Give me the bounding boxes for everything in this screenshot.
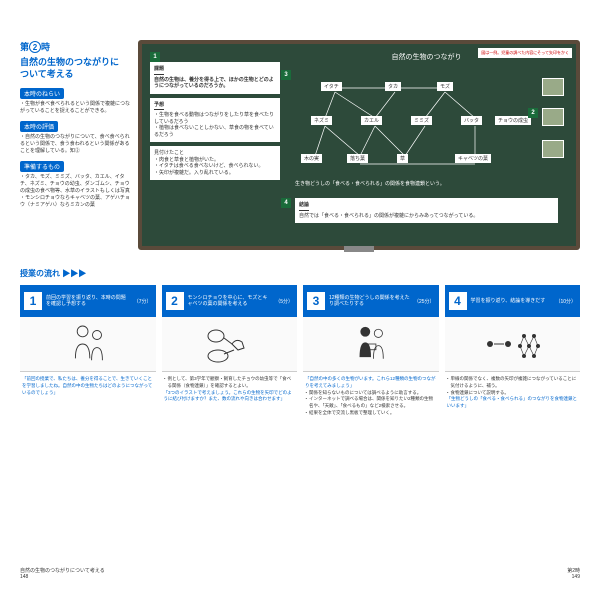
node: モズ: [437, 82, 453, 91]
lesson-title: 自然の生物のつながりに ついて考える: [20, 57, 130, 80]
footer-right: 第2時149: [567, 567, 580, 580]
node: キャベツの葉: [455, 154, 491, 163]
step-title: モンシロチョウを中心に、モズとキャベツの葉の関係を考える: [188, 295, 272, 307]
step-1: 1 前回の学習を振り返り、本時の問題を確認し予想する （7分） 「前回の授業で、私たち…: [20, 285, 156, 421]
eval-label: 本時の評価: [20, 121, 58, 132]
step-number: 1: [24, 292, 42, 310]
step-4: 4 学習を振り返り、結論を導きだす（10分） 単線の関係でなく、複数の矢印が複雑につ…: [445, 285, 581, 421]
bb-box-3: 見付けたこと ・肉食と草食と植物がいた。 ・イタチは食べる食べないけど、食べられ…: [150, 146, 280, 180]
node: 草: [397, 154, 408, 163]
step-title: 学習を振り返り、結論を導きだす: [471, 298, 552, 304]
photo-3: [542, 140, 564, 158]
step-illustration: [303, 317, 439, 372]
aim-text: ・生物が食べ食べられるという関係で複雑につながっていることを捉えることができる。: [20, 101, 130, 115]
step-title: 12種類の生物どうしの関係を考えたり調べたりする: [329, 295, 410, 307]
step-body: 「自然の中の多くの生物がいます。これら12種類の生物のつながりを考えてみましょう…: [303, 372, 439, 421]
step-body: 単線の関係でなく、複数の矢印が複雑につながっていることに気付けるように、補う。食…: [445, 372, 581, 414]
node: イタチ: [321, 82, 342, 91]
bb-box-2: 予想 ・生物を食べる動物はつながりをしたり草を食べたりしているだろう ・植物は食…: [150, 98, 280, 143]
step-body: 例として、第3学年で観察・飼育したチョウの幼虫等で「食べる関係（食物連鎖）」を確…: [162, 372, 298, 407]
flow-header: 授業の流れ ▶▶▶: [20, 268, 580, 279]
node: 落ち葉: [347, 154, 368, 163]
steps-row: 1 前回の学習を振り返り、本時の問題を確認し予想する （7分） 「前回の授業で、私たち…: [20, 285, 580, 421]
step-time: （10分）: [555, 298, 576, 305]
step-time: （7分）: [134, 298, 152, 305]
pin-1: 1: [150, 52, 160, 62]
node: バッタ: [461, 116, 482, 125]
bb-caption: 生き物どうしの「食べる・食べられる」の関係を食物連鎖という。: [295, 180, 558, 187]
step-illustration: [445, 317, 581, 372]
node: 木の実: [301, 154, 322, 163]
blackboard: 図は一例。児童の調べた内容にそって矢印をかく 1 課題 自然の生物は、養分を得る…: [138, 40, 580, 250]
lesson-header: 第2時: [20, 40, 130, 53]
step-number: 4: [449, 292, 467, 310]
photo-1: [542, 78, 564, 96]
step-title: 前回の学習を振り返り、本時の問題を確認し予想する: [46, 295, 130, 307]
eval-text: ・自然の生物のつながりについて、食べ食べられるという関係で、食う食われるという関…: [20, 134, 130, 155]
node: タカ: [385, 82, 401, 91]
node: ネズミ: [311, 116, 332, 125]
prep-text: ・タカ、モズ、ミミズ、バッタ、カエル、イタチ、ネズミ、チョウの幼虫、ダンゴムシ、…: [20, 174, 130, 209]
step-number: 2: [166, 292, 184, 310]
node: ミミズ: [411, 116, 432, 125]
bb-box-4: 結論 自然では「食べる・食べられる」の関係が複雑にからみあってつながっている。: [295, 198, 558, 223]
photo-2: [542, 108, 564, 126]
step-time: （25分）: [414, 298, 435, 305]
pin-4: 4: [281, 198, 291, 208]
aim-label: 本時のねらい: [20, 88, 64, 99]
step-2: 2 モンシロチョウを中心に、モズとキャベツの葉の関係を考える（5分） 例として、第3…: [162, 285, 298, 421]
pin-2: 2: [528, 108, 538, 118]
node: カエル: [361, 116, 382, 125]
bb-box-1: 課題 自然の生物は、養分を得る上で、ほかの生物とどのようにつながっているのだろう…: [150, 62, 280, 94]
step-illustration: [20, 317, 156, 372]
footer-left: 自然の生物のつながりについて考える148: [20, 567, 105, 580]
step-illustration: [162, 317, 298, 372]
prep-label: 準備するもの: [20, 161, 64, 172]
step-body: 「前回の授業で、私たちは、養分を得ることで、生きていくことを学習しましたね。自然…: [20, 372, 156, 400]
step-3: 3 12種類の生物どうしの関係を考えたり調べたりする （25分） 「自然の中の多くの生…: [303, 285, 439, 421]
step-time: （5分）: [275, 298, 293, 305]
node: チョウの成虫: [495, 116, 531, 125]
step-number: 3: [307, 292, 325, 310]
